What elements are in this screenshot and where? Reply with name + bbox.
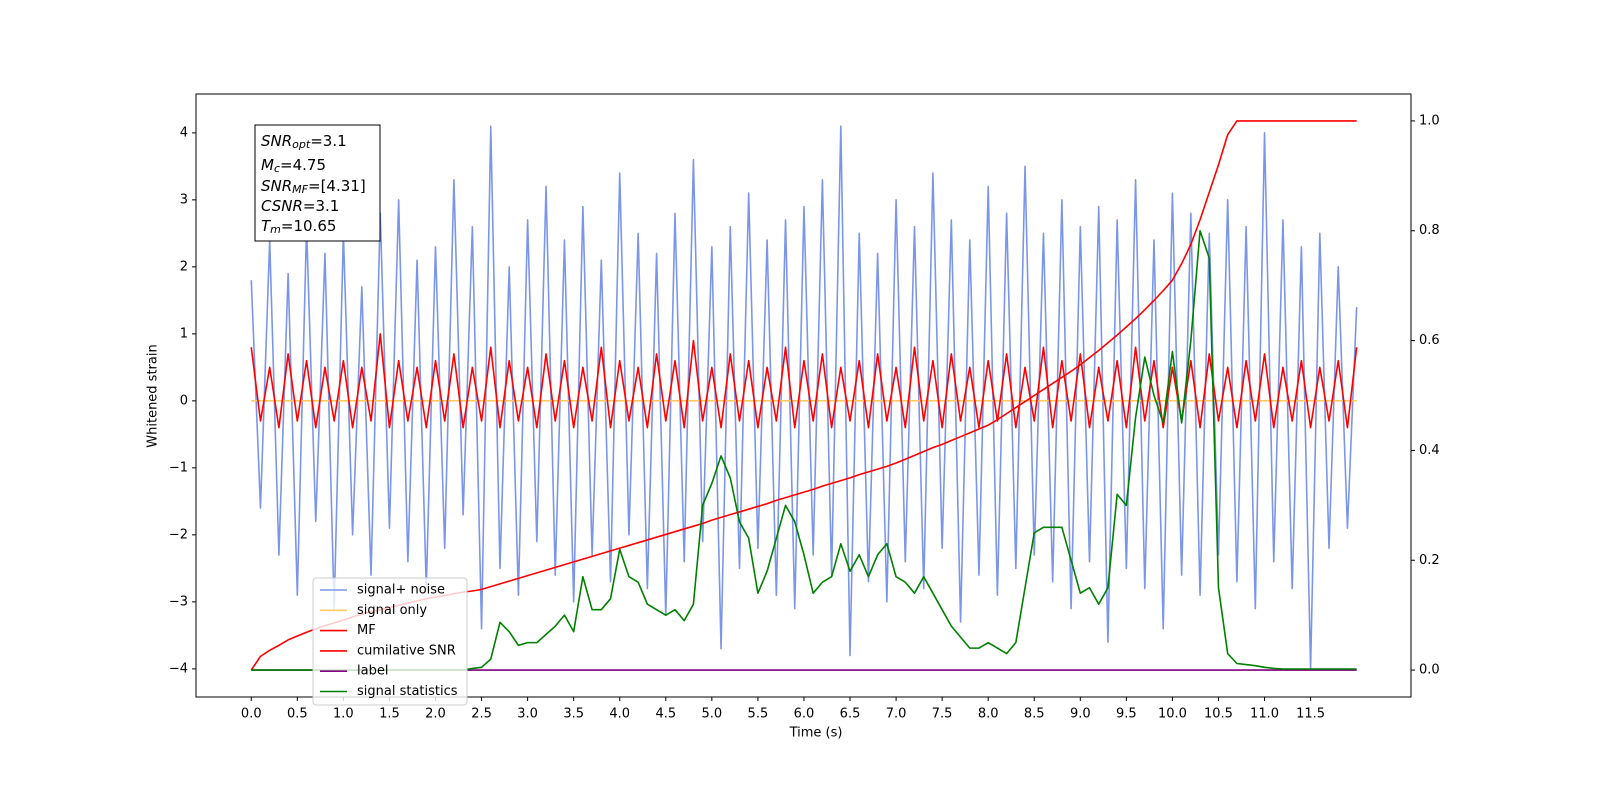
annotation-box (254, 124, 381, 242)
y-tick-label: −3 (169, 594, 188, 609)
x-tick-label: 5.0 (702, 707, 723, 722)
x-tick-label: 10.0 (1158, 707, 1187, 722)
annotation-value: =[4.31] (308, 177, 366, 195)
y2-tick-label: 0.0 (1419, 663, 1440, 678)
y-tick-label: 0 (180, 393, 188, 408)
x-tick-label: 11.5 (1296, 707, 1325, 722)
x-tick-label: 1.0 (333, 707, 354, 722)
x-tick-label: 2.0 (425, 707, 446, 722)
x-tick-label: 6.0 (794, 707, 815, 722)
annotation-line: Mc=4.75 (261, 156, 326, 176)
y2-tick-label: 1.0 (1419, 113, 1440, 128)
x-tick-label: 8.5 (1024, 707, 1045, 722)
series-line (250, 333, 1358, 429)
annotation-symbol: T (261, 217, 272, 235)
y-tick-label: 3 (180, 192, 188, 207)
annotation: SNRopt=3.1Mc=4.75SNRMF=[4.31]CSNR=3.1Tm=… (254, 124, 381, 242)
legend-label: signal statistics (357, 684, 458, 699)
annotation-value: =10.65 (281, 217, 337, 235)
annotation-line: Tm=10.65 (261, 217, 336, 237)
annotation-value: =3.1 (310, 132, 346, 150)
x-tick-label: 9.0 (1070, 707, 1091, 722)
series-line (250, 125, 1358, 670)
y2-tick-label: 0.6 (1419, 333, 1440, 348)
x-axis-label: Time (s) (789, 726, 843, 741)
x-tick-label: 10.5 (1204, 707, 1233, 722)
x-tick-label: 2.5 (471, 707, 492, 722)
x-tick-label: 4.5 (655, 707, 676, 722)
y-tick-label: −2 (169, 527, 188, 542)
x-tick-label: 8.0 (978, 707, 999, 722)
x-tick-label: 7.5 (932, 707, 953, 722)
y-tick-label: −4 (169, 661, 188, 676)
annotation-value: =3.1 (303, 197, 339, 215)
x-tick-label: 9.5 (1116, 707, 1137, 722)
annotation-symbol: M (261, 156, 274, 174)
legend-label: signal only (357, 603, 427, 618)
annotation-line: CSNR=3.1 (261, 197, 339, 215)
y-tick-label: −1 (169, 460, 188, 475)
y-tick-label: 4 (180, 125, 188, 140)
annotation-subscript: c (274, 162, 280, 175)
annotation-symbol: SNR (261, 177, 292, 195)
y-tick-label: 2 (180, 259, 188, 274)
y2-tick-label: 0.4 (1419, 443, 1440, 458)
annotation-subscript: opt (292, 138, 311, 151)
y2-tick-label: 0.8 (1419, 223, 1440, 238)
legend: signal+ noise signal only MF cumilative SNR… (312, 577, 468, 706)
annotation-line: SNRopt=3.1 (261, 132, 347, 152)
annotation-value: =4.75 (280, 156, 326, 174)
annotation-symbol: SNR (261, 132, 292, 150)
annotation-subscript: MF (292, 183, 308, 196)
x-tick-label: 0.5 (287, 707, 308, 722)
legend-label: MF (357, 623, 376, 638)
x-tick-label: 11.0 (1250, 707, 1279, 722)
x-tick-label: 6.5 (840, 707, 861, 722)
annotation-symbol: CSNR (261, 197, 303, 215)
x-tick-label: 3.0 (517, 707, 538, 722)
x-tick-label: 0.0 (241, 707, 262, 722)
x-tick-label: 1.5 (379, 707, 400, 722)
legend-label: label (357, 664, 388, 679)
legend-box (312, 577, 468, 706)
y-axis-label: Whitened strain (146, 344, 161, 447)
legend-label: signal+ noise (357, 583, 445, 598)
x-tick-label: 5.5 (748, 707, 769, 722)
x-tick-label: 4.0 (609, 707, 630, 722)
y2-tick-label: 0.2 (1419, 553, 1440, 568)
y-tick-label: 1 (180, 326, 188, 341)
x-tick-label: 7.0 (886, 707, 907, 722)
x-tick-label: 3.5 (563, 707, 584, 722)
annotation-line: SNRMF=[4.31] (261, 177, 366, 197)
legend-label: cumilative SNR (357, 643, 456, 658)
annotation-subscript: m (270, 223, 281, 236)
